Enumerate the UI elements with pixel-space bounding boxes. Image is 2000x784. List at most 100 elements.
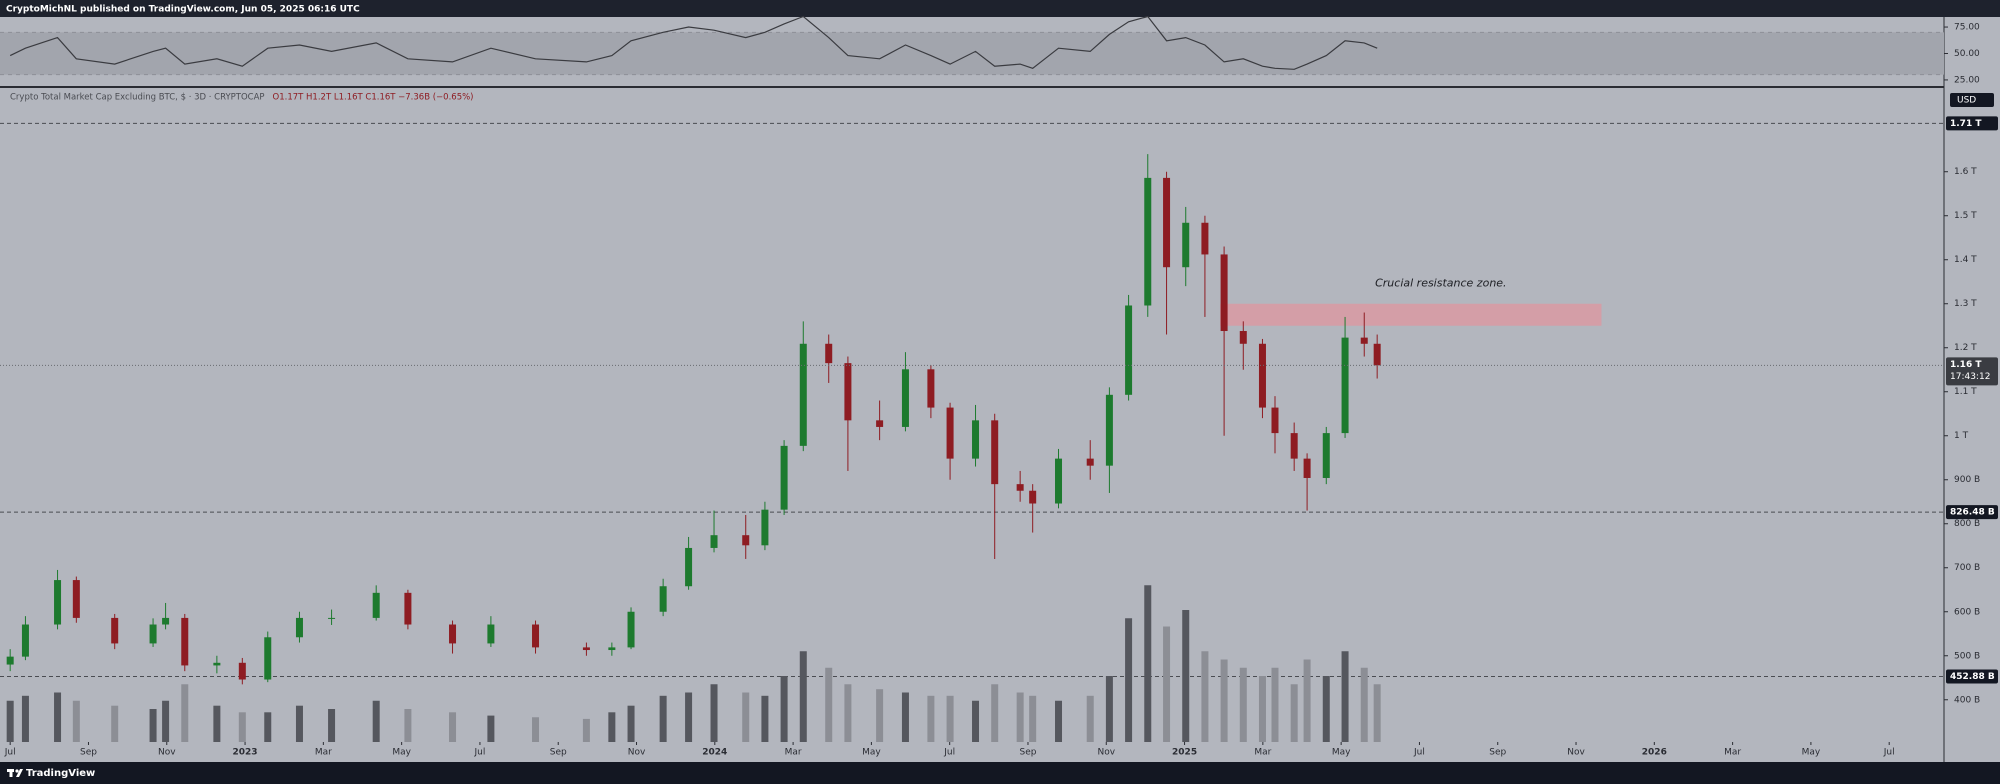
volume-bar — [449, 712, 457, 742]
x-tick-label: May — [392, 748, 411, 758]
candle-body — [901, 369, 909, 427]
last-price-label: 1.16 T — [1950, 360, 1982, 370]
volume-bar — [149, 709, 157, 742]
y-tick-label: 1.1 T — [1954, 387, 1977, 397]
volume-bar — [1055, 700, 1063, 742]
volume-bar — [761, 695, 769, 742]
volume-bar — [582, 718, 590, 742]
y-tick-label: 1.3 T — [1954, 299, 1977, 309]
y-tick-label: 500 B — [1954, 651, 1980, 661]
volume-bar — [264, 712, 272, 742]
volume-bar — [1239, 667, 1247, 742]
footer-brand: TradingView — [26, 768, 95, 779]
x-tick-label: Jul — [1413, 748, 1425, 758]
ohlc-values: O1.17T H1.2T L1.16T C1.16T −7.36B (−0.65… — [273, 93, 474, 103]
candle-body — [328, 617, 336, 619]
volume-bar — [72, 700, 80, 742]
volume-bar — [295, 705, 303, 742]
x-tick-label: Mar — [1724, 748, 1741, 758]
volume-bar — [972, 700, 980, 742]
candle-body — [1016, 484, 1024, 491]
level-label-box — [1946, 669, 1998, 684]
x-tick-label: Mar — [315, 748, 332, 758]
x-tick-label: Jul — [943, 748, 955, 758]
volume-bar — [659, 695, 667, 742]
candle-body — [1322, 433, 1330, 478]
x-tick-label: 2026 — [1642, 748, 1667, 758]
volume-bar — [372, 700, 380, 742]
candle-body — [659, 586, 667, 612]
y-tick-label: 1.6 T — [1954, 167, 1977, 177]
volume-bar — [685, 692, 693, 742]
candle-body — [238, 662, 246, 680]
volume-bar — [825, 667, 833, 742]
candle-body — [761, 509, 769, 546]
y-tick-label: 600 B — [1954, 607, 1980, 617]
x-tick-label: May — [1332, 748, 1351, 758]
x-tick-label: May — [1802, 748, 1821, 758]
x-tick-label: 2024 — [702, 748, 727, 758]
candle-body — [1144, 177, 1152, 306]
candle-body — [372, 592, 380, 618]
volume-bar — [1303, 659, 1311, 742]
candle-body — [213, 662, 221, 666]
publisher-info: CryptoMichNL published on TradingView.co… — [6, 5, 360, 15]
volume-bar — [1360, 667, 1368, 742]
candle-body — [1373, 343, 1381, 366]
x-tick-label: Nov — [1567, 748, 1585, 758]
candle-body — [111, 617, 119, 644]
y-tick-label: 1 T — [1954, 431, 1969, 441]
candle-body — [844, 363, 852, 421]
volume-bar — [213, 705, 221, 742]
candle-body — [582, 647, 590, 651]
volume-bar — [991, 684, 999, 742]
volume-bar — [742, 692, 750, 742]
candle-body — [946, 407, 954, 459]
candle-body — [1055, 458, 1063, 504]
volume-bar — [111, 705, 119, 742]
candle-body — [1220, 254, 1228, 332]
x-tick-label: Mar — [1254, 748, 1271, 758]
volume-bar — [1290, 684, 1298, 742]
countdown-label: 17:43:12 — [1950, 372, 1990, 382]
level-label-box — [1946, 505, 1998, 520]
volume-bar — [1125, 618, 1133, 742]
volume-bar — [710, 684, 718, 742]
rsi-tick-label: 75.00 — [1954, 23, 1980, 33]
volume-bar — [1029, 695, 1037, 742]
candle-body — [21, 624, 29, 657]
volume-bar — [1373, 684, 1381, 742]
candle-body — [487, 624, 495, 644]
candle-body — [532, 624, 540, 648]
x-tick-label: Mar — [785, 748, 802, 758]
currency-label: USD — [1957, 96, 1976, 106]
candle-body — [627, 611, 635, 648]
volume-bar — [404, 709, 412, 742]
candle-body — [72, 580, 80, 618]
footer-bar — [0, 762, 2000, 784]
volume-bar — [844, 684, 852, 742]
x-tick-label: Sep — [80, 748, 97, 758]
volume-bar — [780, 676, 788, 742]
x-tick-label: Jul — [474, 748, 486, 758]
volume-bar — [54, 692, 62, 742]
x-tick-label: Nov — [1097, 748, 1115, 758]
candle-body — [1182, 222, 1190, 268]
candle-body — [295, 617, 303, 638]
logo-mark — [15, 769, 19, 773]
y-tick-label: 1.4 T — [1954, 255, 1977, 265]
resistance-zone — [1220, 303, 1602, 326]
volume-bar — [6, 700, 14, 742]
x-tick-label: Jul — [4, 748, 16, 758]
candle-body — [876, 420, 884, 427]
volume-bar — [1220, 659, 1228, 742]
top-bar — [0, 0, 2000, 17]
y-tick-label: 800 B — [1954, 519, 1980, 529]
y-tick-label: 900 B — [1954, 475, 1980, 485]
volume-bar — [627, 705, 635, 742]
y-tick-label: 700 B — [1954, 563, 1980, 573]
candle-body — [1239, 331, 1247, 344]
candle-body — [799, 343, 807, 446]
y-tick-label: 400 B — [1954, 695, 1980, 705]
